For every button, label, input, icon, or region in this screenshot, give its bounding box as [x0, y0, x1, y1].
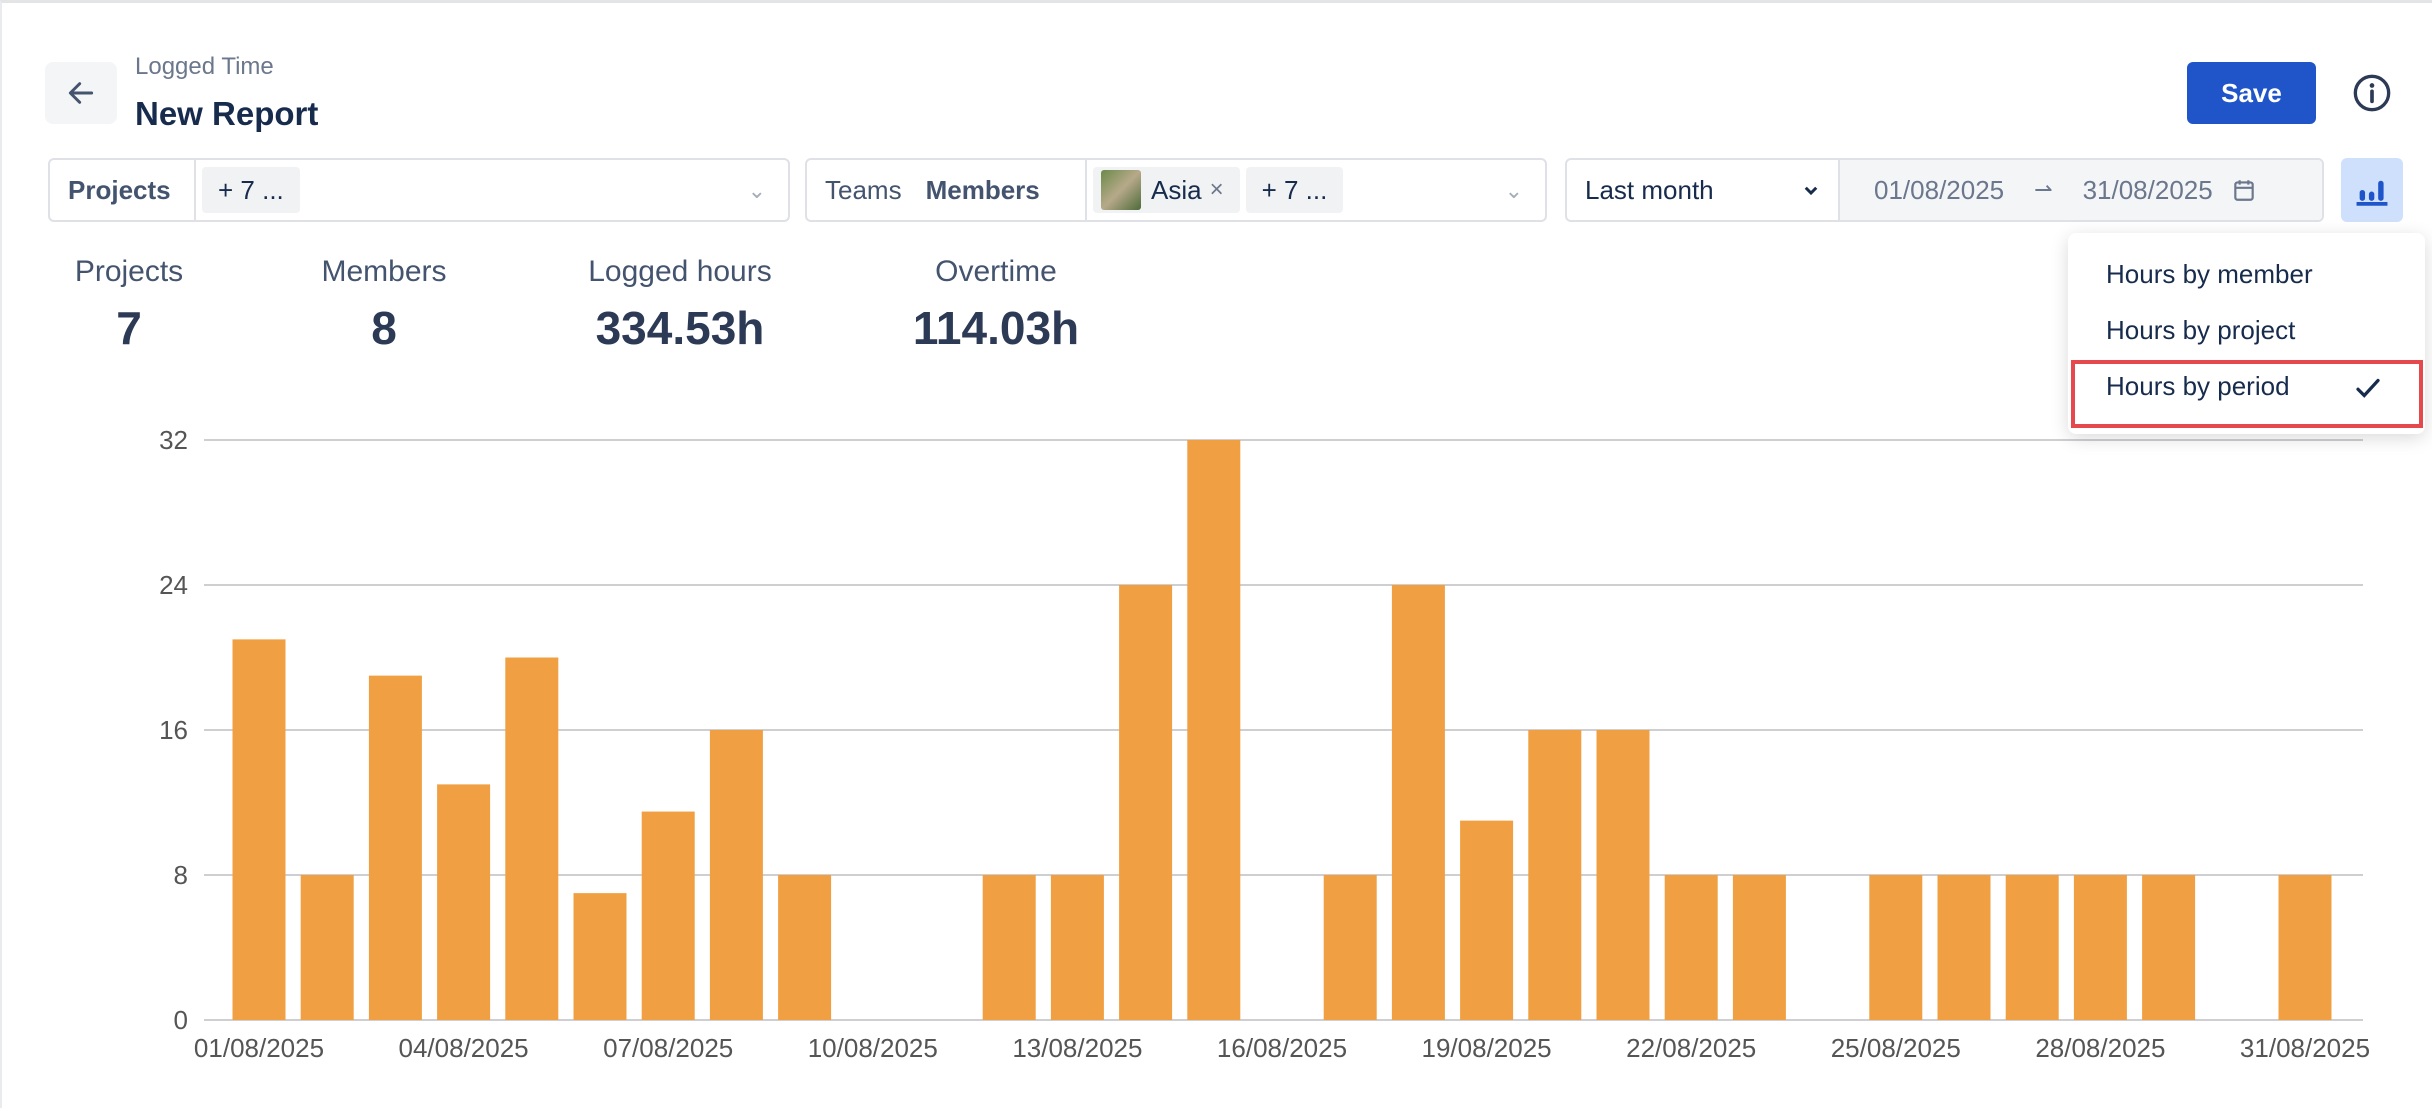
bar-18/08/2025: [1391, 585, 1445, 1020]
bar-21/08/2025: [1596, 730, 1650, 1020]
date-preset-value: Last month: [1585, 174, 1714, 205]
x-tick-label: 16/08/2025: [1217, 1033, 1347, 1063]
bar-27/08/2025: [2005, 875, 2059, 1020]
menu-item-hours-by-project[interactable]: Hours by project: [2106, 315, 2296, 345]
bar-17/08/2025: [1323, 875, 1377, 1020]
checkmark-icon: [2356, 378, 2380, 398]
stat-label: Overtime: [935, 255, 1057, 288]
x-tick-label: 31/08/2025: [2240, 1033, 2370, 1063]
bar-26/08/2025: [1937, 875, 1991, 1020]
date-filter: Last month 01/08/2025 ⇀ 31/08/2025: [1565, 158, 2324, 222]
bar-19/08/2025: [1460, 820, 1514, 1020]
stat-label: Logged hours: [588, 255, 772, 288]
chevron-down-icon[interactable]: ⌄: [1504, 178, 1523, 203]
stat-label: Projects: [74, 255, 184, 288]
bar-07/08/2025: [641, 811, 695, 1020]
calendar-icon[interactable]: [2231, 177, 2257, 203]
members-tab[interactable]: Members: [925, 174, 1040, 205]
bar-04/08/2025: [437, 784, 491, 1020]
chart-type-button[interactable]: [2341, 158, 2403, 222]
projects-chip[interactable]: + 7 ...: [202, 167, 300, 213]
projects-filter-label: Projects: [50, 160, 196, 220]
y-tick-label: 8: [174, 860, 188, 890]
breadcrumb: Logged Time: [135, 53, 274, 80]
save-button[interactable]: Save: [2187, 62, 2316, 124]
bar-12/08/2025: [982, 875, 1036, 1020]
stat-projects: Projects 7: [75, 255, 183, 355]
member-chip-name: Asia: [1151, 174, 1202, 205]
page-title: New Report: [135, 95, 319, 132]
projects-filter[interactable]: Projects + 7 ... ⌄: [48, 158, 790, 222]
stat-value: 334.53h: [595, 302, 765, 354]
bar-13/08/2025: [1050, 875, 1104, 1020]
bar-chart-icon: [2356, 180, 2388, 206]
chevron-down-icon: [1804, 186, 1818, 196]
back-button[interactable]: [45, 62, 117, 124]
bar-06/08/2025: [573, 893, 627, 1020]
bar-29/08/2025: [2142, 875, 2196, 1020]
bar-31/08/2025: [2278, 875, 2332, 1020]
bar-23/08/2025: [1732, 875, 1786, 1020]
bar-02/08/2025: [300, 875, 354, 1020]
bar-01/08/2025: [232, 639, 286, 1020]
bar-08/08/2025: [709, 730, 763, 1020]
bar-25/08/2025: [1869, 875, 1923, 1020]
chart-type-menu: Hours by member Hours by project Hours b…: [2068, 233, 2425, 434]
x-tick-label: 22/08/2025: [1626, 1033, 1756, 1063]
date-range-input[interactable]: 01/08/2025 ⇀ 31/08/2025: [1840, 160, 2322, 220]
arrow-right-icon: ⇀: [2034, 177, 2053, 202]
x-tick-label: 04/08/2025: [399, 1033, 529, 1063]
info-icon[interactable]: [2352, 73, 2392, 113]
date-preset-select[interactable]: Last month: [1567, 160, 1840, 220]
bar-03/08/2025: [368, 675, 422, 1020]
teams-tab[interactable]: Teams: [825, 174, 902, 205]
stat-value: 114.03h: [912, 302, 1080, 354]
menu-item-hours-by-member[interactable]: Hours by member: [2106, 259, 2313, 289]
bar-15/08/2025: [1187, 440, 1241, 1020]
bar-14/08/2025: [1119, 585, 1173, 1020]
arrow-left-icon: [68, 82, 94, 104]
x-tick-label: 25/08/2025: [1831, 1033, 1961, 1063]
start-date: 01/08/2025: [1874, 174, 2005, 205]
y-tick-label: 24: [159, 570, 188, 600]
bar-22/08/2025: [1664, 875, 1718, 1020]
hours-by-period-chart: 0 8 16 24 32 01/08/2025 04/08/2025 07/08/2025 10…: [159, 425, 2370, 1063]
bar-09/08/2025: [778, 875, 832, 1020]
end-date: 31/08/2025: [2082, 174, 2213, 205]
chevron-down-icon[interactable]: ⌄: [747, 178, 766, 203]
stat-logged-hours: Logged hours 334.53h: [588, 255, 772, 355]
stat-members: Members 8: [321, 255, 446, 355]
stat-value: 8: [371, 302, 397, 354]
members-filter[interactable]: Teams Members Asia × + 7 ... ⌄: [805, 158, 1547, 222]
x-tick-label: 19/08/2025: [1422, 1033, 1552, 1063]
x-tick-label: 07/08/2025: [603, 1033, 733, 1063]
stat-value: 7: [116, 302, 142, 354]
menu-item-hours-by-period[interactable]: Hours by period: [2106, 371, 2290, 401]
avatar: [1101, 170, 1141, 210]
bar-05/08/2025: [505, 657, 559, 1020]
close-icon[interactable]: ×: [1209, 176, 1224, 203]
member-chip[interactable]: Asia ×: [1093, 167, 1240, 213]
y-tick-label: 0: [174, 1005, 188, 1035]
y-tick-label: 32: [159, 425, 188, 455]
bar-28/08/2025: [2073, 875, 2127, 1020]
x-tick-label: 01/08/2025: [194, 1033, 324, 1063]
selected-highlight: [2071, 360, 2423, 428]
x-tick-label: 13/08/2025: [1012, 1033, 1142, 1063]
members-more-chip[interactable]: + 7 ...: [1245, 167, 1344, 213]
x-tick-label: 28/08/2025: [2035, 1033, 2165, 1063]
bar-20/08/2025: [1528, 730, 1582, 1020]
stat-overtime: Overtime 114.03h: [913, 255, 1079, 355]
stat-label: Members: [321, 255, 447, 288]
y-tick-label: 16: [159, 715, 188, 745]
x-tick-label: 10/08/2025: [808, 1033, 938, 1063]
